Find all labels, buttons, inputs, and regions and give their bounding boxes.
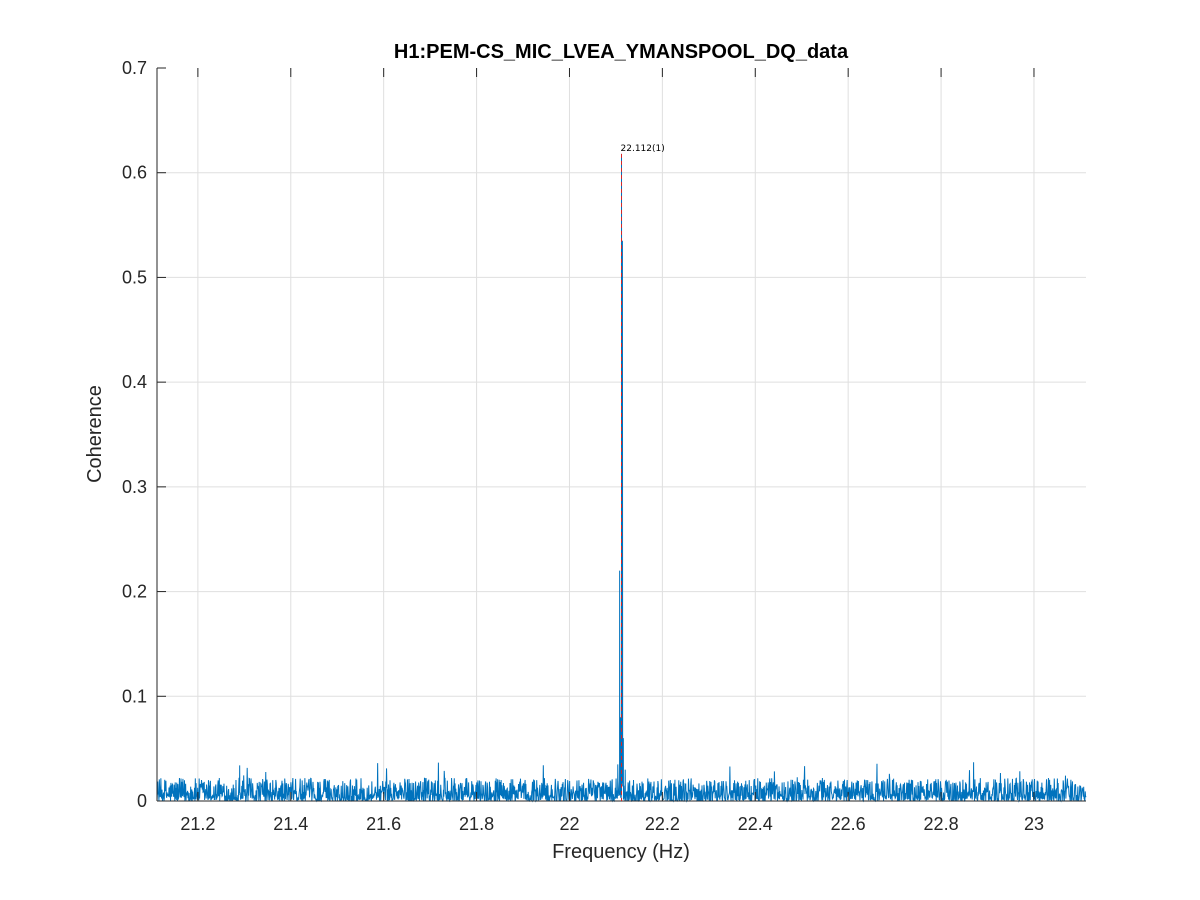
x-tick-label: 21.8 [459,814,494,834]
x-tick-label: 22.2 [645,814,680,834]
x-tick-label: 22.4 [738,814,773,834]
y-tick-label: 0.3 [122,477,147,497]
peak-annotation: 22.112(1) [621,144,665,154]
y-axis-label: Coherence [84,385,106,483]
x-tick-label: 21.2 [180,814,215,834]
y-tick-label: 0.2 [122,582,147,602]
y-tick-label: 0.1 [122,686,147,706]
y-tick-label: 0.5 [122,267,147,287]
tick-labels: 21.2 21.4 21.6 21.8 22 22.2 22.4 22.6 22.8 23 0 0.1… [122,58,1044,834]
annotations: 22.112(1) [621,144,665,801]
y-tick-label: 0.6 [122,163,147,183]
x-tick-label: 23 [1024,814,1044,834]
x-axis-label: Frequency (Hz) [552,841,690,863]
y-tick-label: 0.4 [122,372,147,392]
series-line [156,153,1087,803]
x-tick-label: 21.4 [273,814,308,834]
x-tick-label: 22.6 [831,814,866,834]
x-tick-label: 22.8 [924,814,959,834]
y-tick-label: 0.7 [122,58,147,78]
x-tick-label: 21.6 [366,814,401,834]
y-tick-label: 0 [137,791,147,811]
chart-title: H1:PEM-CS_MIC_LVEA_YMANSPOOL_DQ_data [394,41,849,63]
coherence-series [156,153,1087,803]
x-tick-label: 22 [559,814,579,834]
